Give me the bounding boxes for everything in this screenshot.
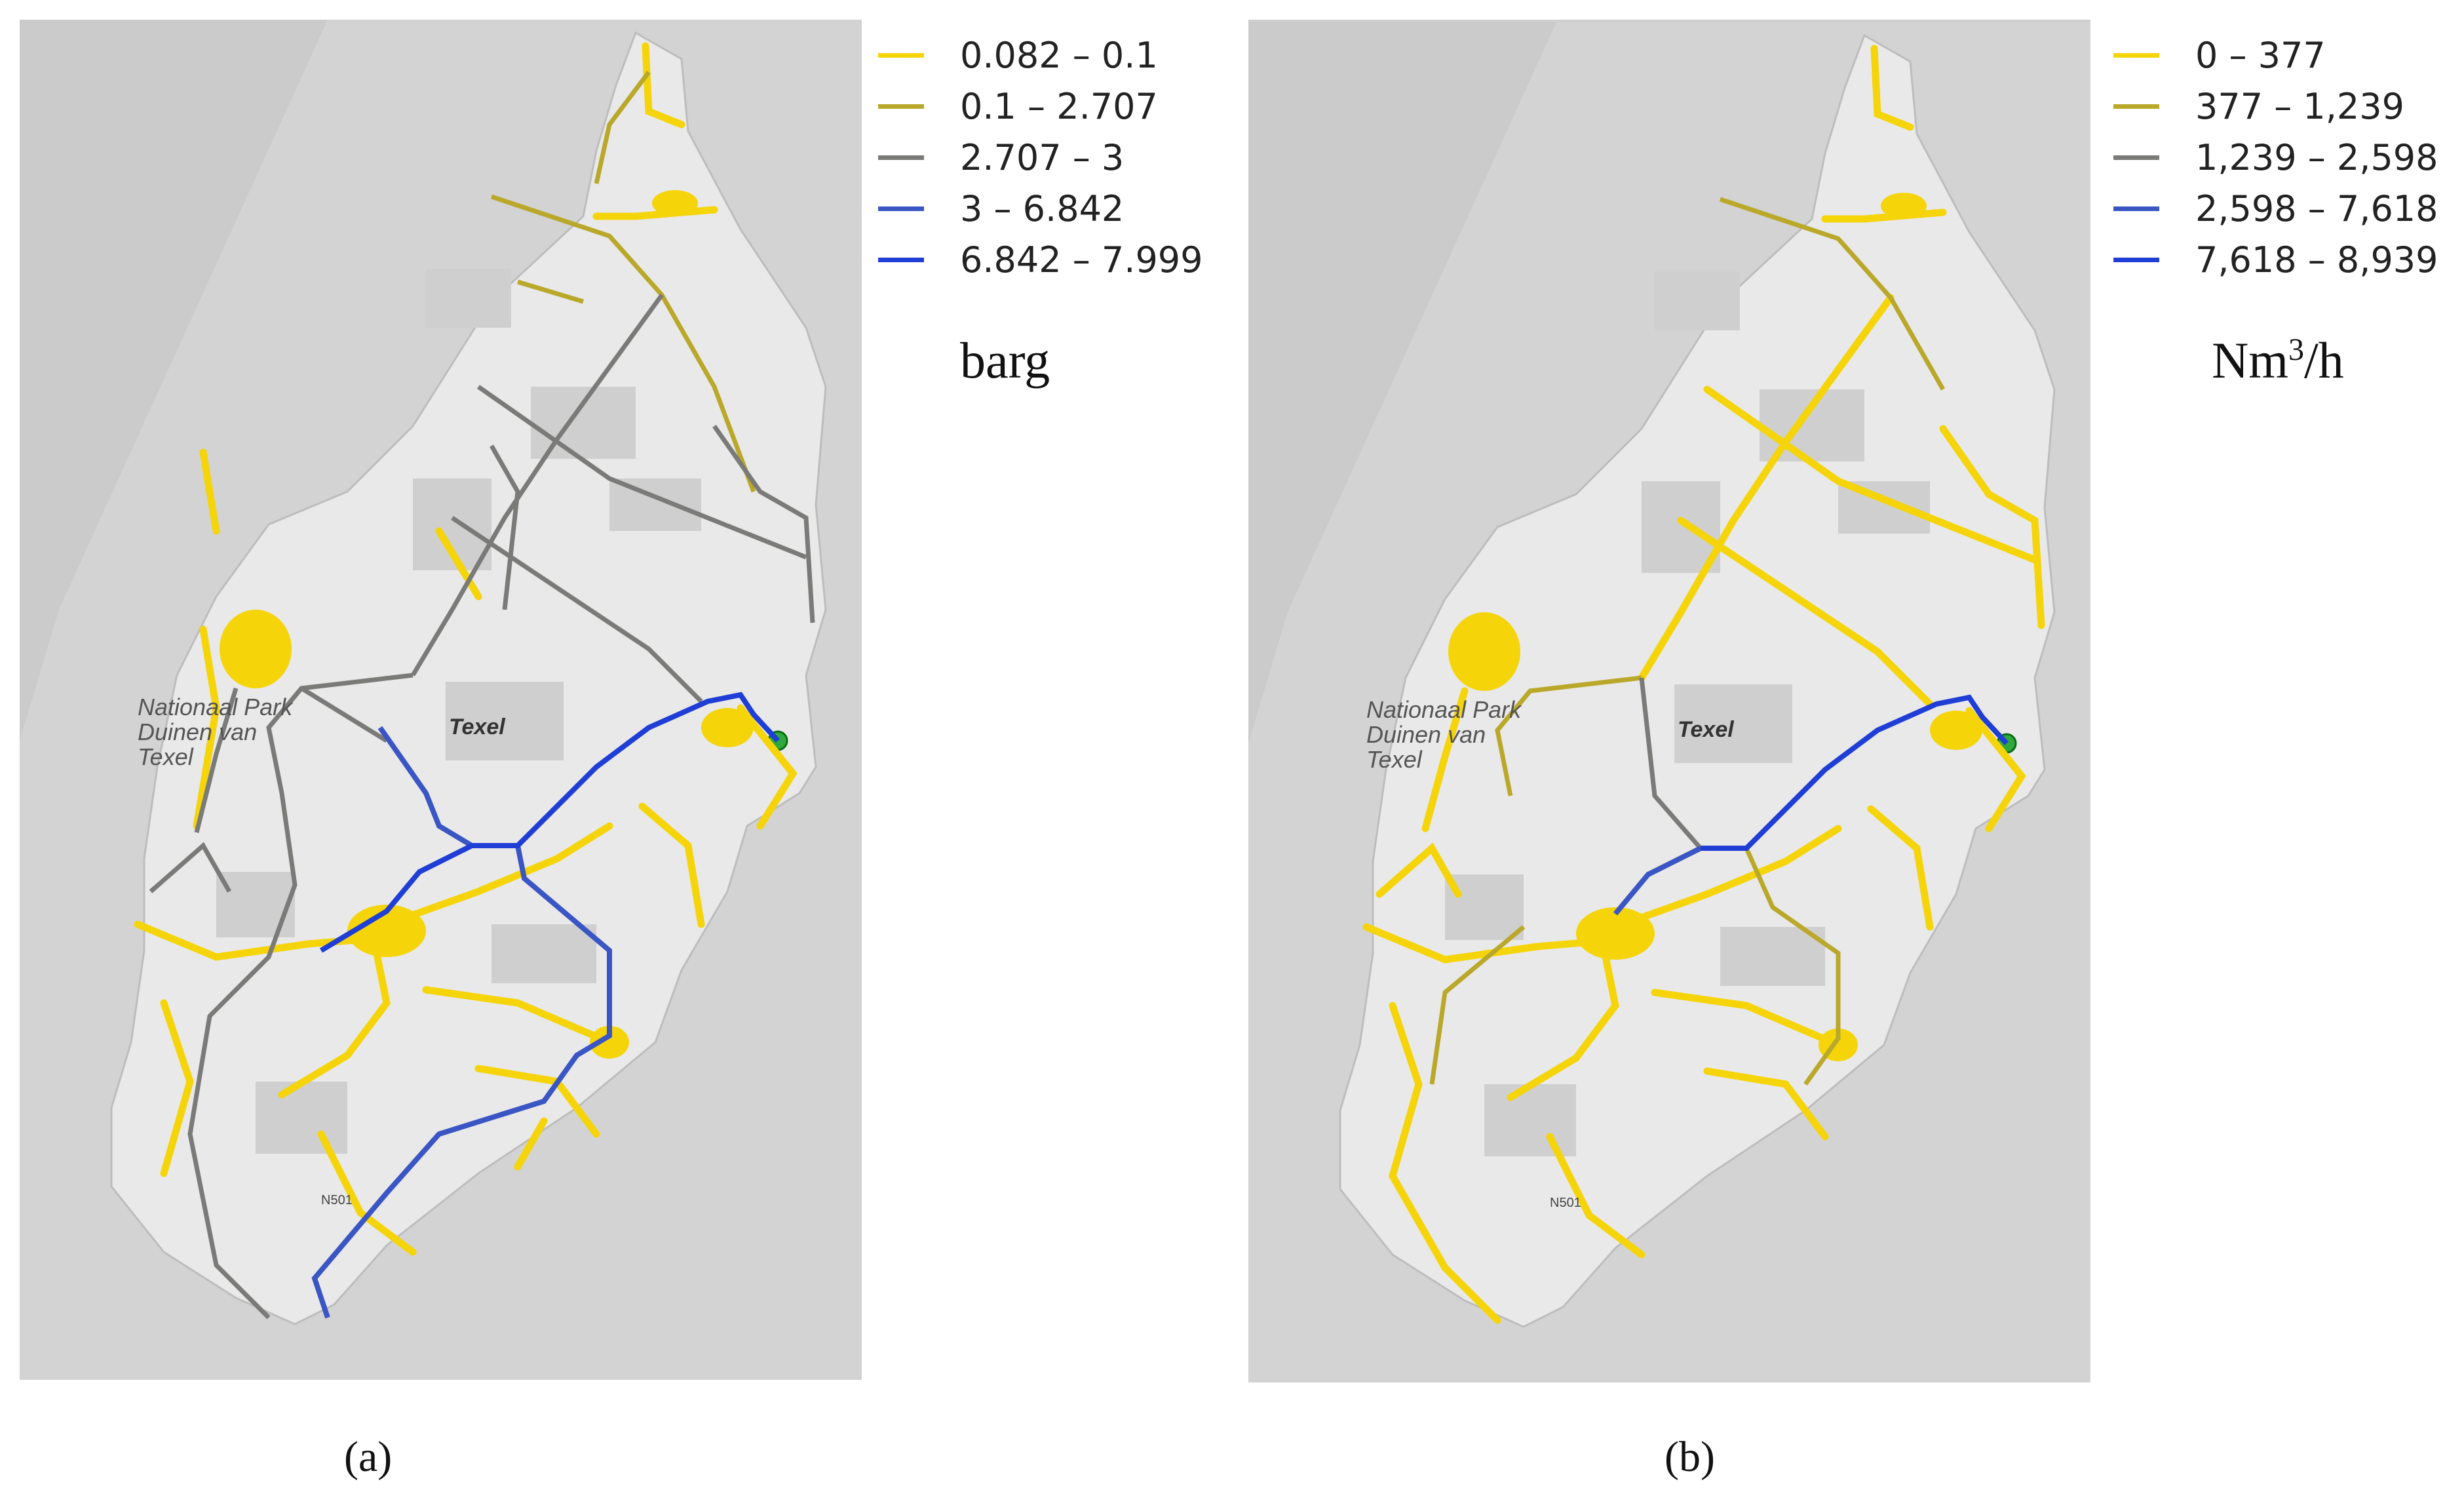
panel-pressure: Texel Nationaal Park Duinen van Texel N5… (20, 20, 1203, 1481)
legend-label: 6.842 – 7.999 (960, 239, 1203, 281)
network-class-1 (134, 42, 798, 1256)
legend-label: 0.1 – 2.707 (960, 86, 1158, 127)
unit-label-pressure: barg (960, 332, 1050, 389)
map-flow[interactable]: Texel Nationaal Park Duinen van Texel N5… (1248, 20, 2090, 1382)
park-label: Nationaal Park Duinen van Texel (138, 694, 293, 770)
island-label: Texel (1678, 717, 1734, 742)
legend-swatch (2113, 258, 2159, 262)
network-class-4 (311, 726, 612, 1319)
network-class-3 (149, 293, 815, 1320)
caption-a: (a) (344, 1433, 393, 1481)
network-class-5 (1701, 694, 2009, 851)
legend-label: 0 – 377 (2195, 35, 2326, 76)
legend-swatch (2113, 104, 2159, 109)
road-label: N501 (321, 1193, 353, 1207)
caption-b: (b) (1665, 1433, 1715, 1481)
unit-exponent: 3 (2288, 332, 2304, 367)
legend-swatch (2113, 53, 2159, 58)
map-pressure[interactable]: Texel Nationaal Park Duinen van Texel N5… (20, 20, 862, 1380)
island-outline (110, 31, 827, 1325)
legend-label: 377 – 1,239 (2195, 86, 2404, 127)
legend-label: 7,618 – 8,939 (2195, 239, 2438, 281)
unit-label-flow: Nm3/h (2212, 331, 2344, 390)
network-class-3 (1639, 677, 1703, 850)
legend-swatch (878, 53, 924, 58)
unit-base: Nm (2212, 332, 2288, 389)
legend-swatch (878, 258, 924, 262)
legend-swatch (878, 155, 924, 160)
network-class-4 (1613, 846, 1702, 916)
legend-swatch (878, 206, 924, 211)
road-label: N501 (1550, 1196, 1581, 1210)
park-label: Nationaal Park Duinen van Texel (1366, 696, 1522, 773)
legend-swatch (2113, 155, 2159, 160)
legend-label: 3 – 6.842 (960, 188, 1125, 229)
legend-swatch (878, 104, 924, 109)
legend-label: 0.082 – 0.1 (960, 35, 1158, 76)
legend-swatch (2113, 206, 2159, 211)
network-map-flow (1248, 22, 2090, 1382)
legend-label: 2,598 – 7,618 (2195, 188, 2438, 229)
legend-label: 1,239 – 2,598 (2195, 137, 2438, 178)
network-class-5 (319, 692, 780, 953)
panel-flow: Texel Nationaal Park Duinen van Texel N5… (1232, 0, 2464, 1509)
network-map-pressure (20, 20, 862, 1380)
unit-suffix: /h (2304, 332, 2344, 389)
legend-label: 2.707 – 3 (960, 137, 1125, 178)
network-class-2 (1429, 197, 1946, 1086)
island-label: Texel (449, 715, 505, 739)
island-outline (1339, 33, 2056, 1328)
